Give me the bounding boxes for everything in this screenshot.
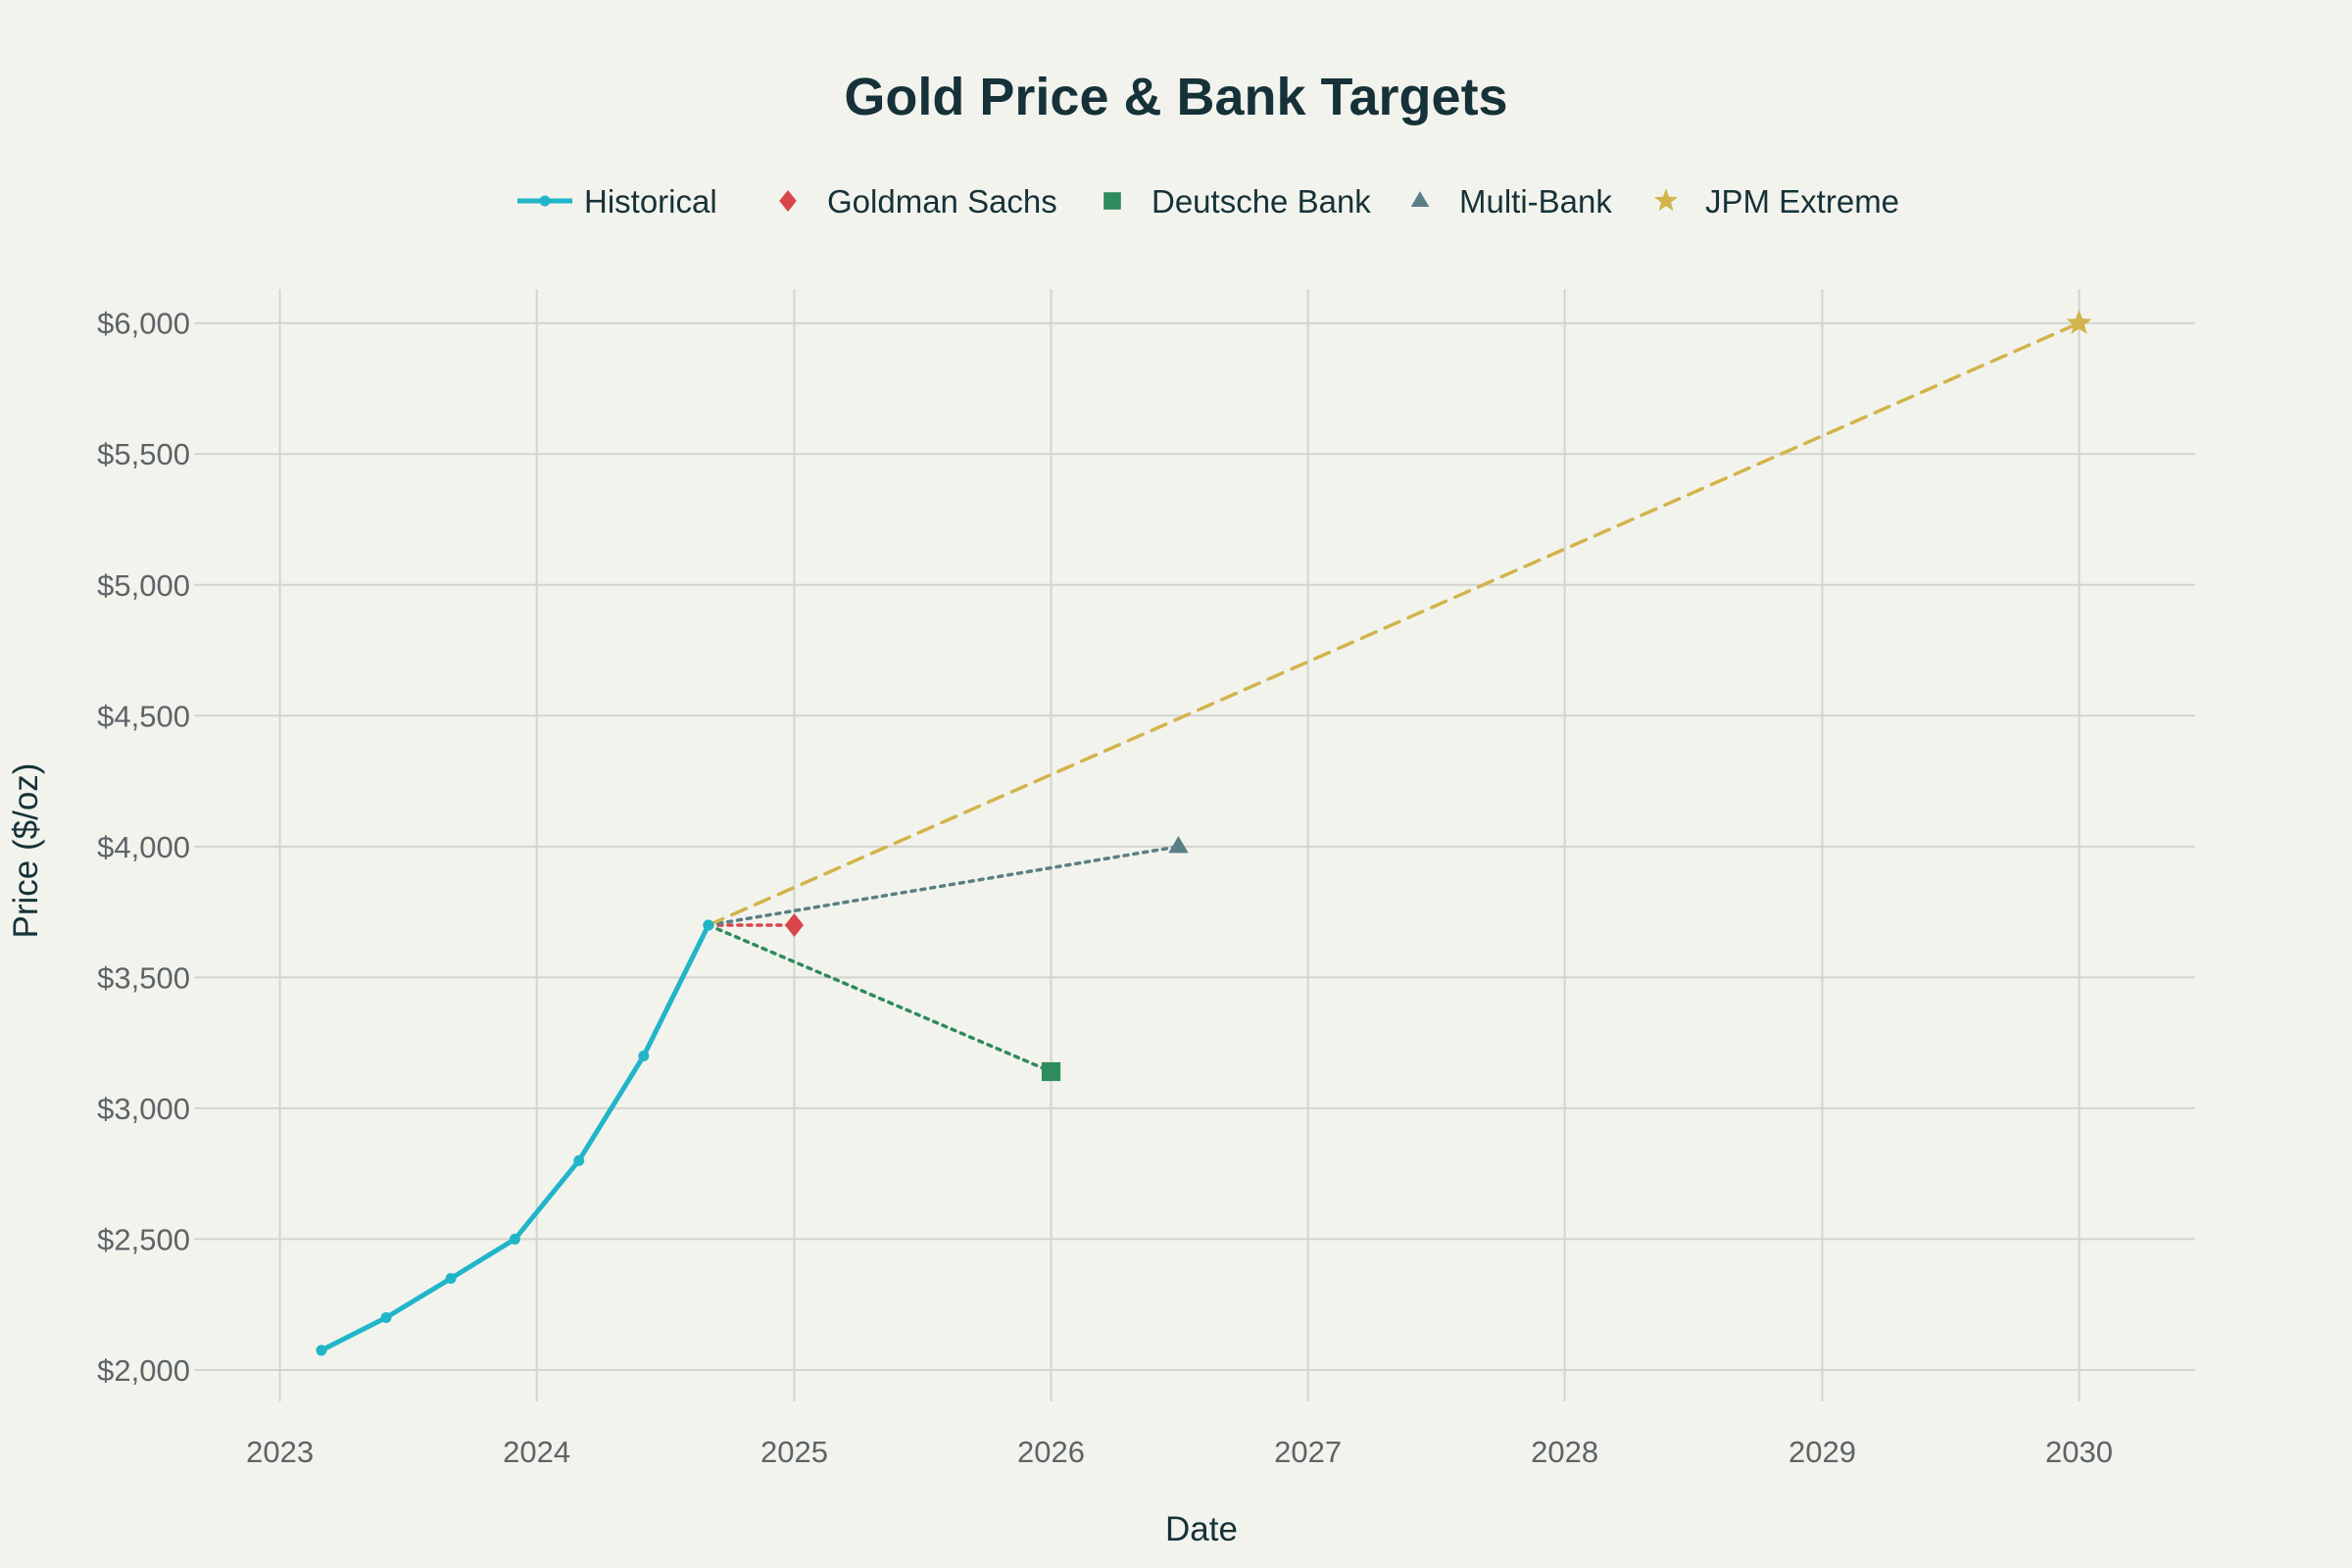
legend-item-historical: Historical [517,183,717,220]
y-tick-label: $2,000 [97,1353,190,1388]
data-point-historical [703,919,714,931]
y-tick-label: $5,000 [97,568,190,603]
data-point-historical [380,1312,392,1324]
y-tick-label: $2,500 [97,1222,190,1256]
series-line-jpm-extreme [707,320,2082,927]
x-tick-label: 2028 [1531,1435,1598,1469]
legend-item-goldman-sachs: Goldman Sachs [779,183,1057,220]
chart-title: Gold Price & Bank Targets [844,68,1507,126]
data-point-historical [573,1154,585,1166]
data-point-deutsche-bank [1041,1061,1061,1082]
series-multi-bank [707,836,1189,927]
series-line-historical [318,922,711,1353]
data-point-historical [445,1272,457,1284]
legend-item-jpm-extreme: JPM Extreme [1654,183,1899,220]
series-layer [316,309,2092,1356]
x-tick-label: 2024 [503,1435,570,1469]
x-axis-title: Date [1165,1510,1238,1548]
y-tick-label: $4,500 [97,699,190,733]
legend-label-multi-bank: Multi-Bank [1459,183,1612,220]
data-point-historical [509,1233,520,1245]
data-point-jpm-extreme [2066,309,2092,334]
legend-marker-deutsche-bank [1103,192,1121,210]
legend-item-deutsche-bank: Deutsche Bank [1103,183,1371,220]
legend-label-jpm-extreme: JPM Extreme [1705,183,1899,220]
legend-label-deutsche-bank: Deutsche Bank [1152,183,1371,220]
x-tick-label: 2023 [246,1435,314,1469]
data-point-goldman-sachs [784,912,805,937]
legend-marker-multi-bank [1410,191,1430,208]
tick-layer: 2023 2024 2025 2026 2027 2028 2029 2030 $2,000 $2… [97,307,2113,1469]
legend-marker-historical [539,195,551,207]
grid-layer [194,289,2195,1401]
legend-marker-jpm-extreme [1654,188,1678,212]
series-line-deutsche-bank [707,923,1054,1074]
data-point-historical [316,1345,327,1356]
legend-label-historical: Historical [584,183,717,220]
x-tick-label: 2027 [1274,1435,1342,1469]
x-tick-label: 2025 [760,1435,828,1469]
x-tick-label: 2026 [1017,1435,1085,1469]
series-line-multi-bank [707,845,1181,927]
y-tick-label: $3,500 [97,960,190,995]
y-tick-label: $4,000 [97,830,190,864]
series-historical [316,919,714,1356]
legend: Historical Goldman Sachs Deutsche Bank Mult… [517,183,1899,220]
data-point-historical [638,1050,650,1061]
x-tick-label: 2029 [1788,1435,1856,1469]
data-point-multi-bank [1168,836,1189,854]
legend-marker-goldman-sachs [779,190,797,212]
y-axis-title: Price ($/oz) [7,763,45,939]
legend-item-multi-bank: Multi-Bank [1410,183,1612,220]
series-jpm-extreme [707,309,2092,927]
legend-label-goldman-sachs: Goldman Sachs [827,183,1057,220]
series-deutsche-bank [707,923,1061,1082]
x-tick-label: 2030 [2045,1435,2113,1469]
y-tick-label: $6,000 [97,307,190,341]
y-tick-label: $5,500 [97,437,190,471]
series-goldman-sachs [707,912,805,937]
y-tick-label: $3,000 [97,1092,190,1126]
